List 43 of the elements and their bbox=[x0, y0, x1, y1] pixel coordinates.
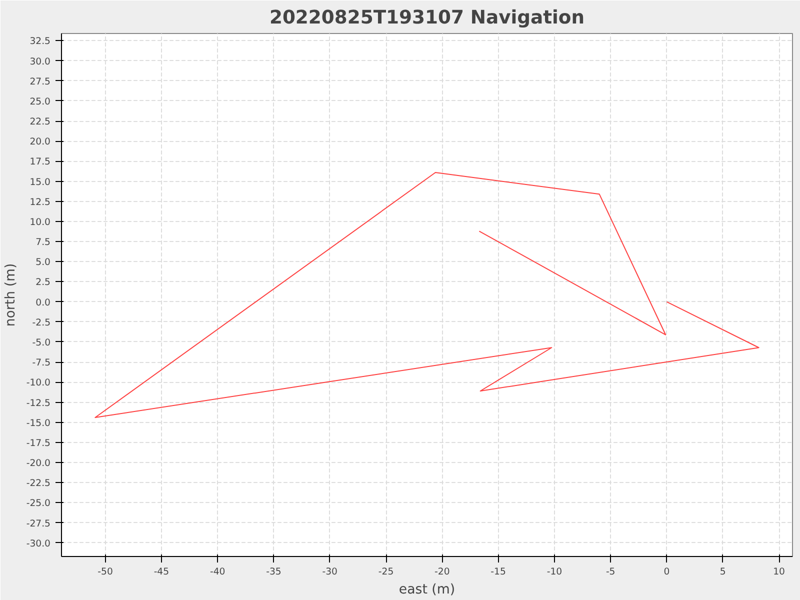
y-tick-label: -15.0 bbox=[26, 418, 51, 429]
x-tick-label: -30 bbox=[322, 566, 338, 578]
x-tick-label: -45 bbox=[154, 566, 170, 578]
x-tick-label: -35 bbox=[266, 566, 282, 578]
y-tick-label: 15.0 bbox=[30, 176, 51, 188]
y-tick-label: -2.5 bbox=[32, 317, 51, 328]
x-tick-label: -10 bbox=[546, 566, 562, 578]
x-tick-label: 0 bbox=[664, 566, 670, 578]
x-tick-label: -15 bbox=[490, 566, 506, 578]
x-tick-label: -20 bbox=[434, 566, 450, 578]
y-axis-title: north (m) bbox=[3, 263, 18, 327]
y-tick-label: -27.5 bbox=[26, 518, 51, 530]
y-tick-label: 32.5 bbox=[30, 36, 51, 48]
y-tick-label: 2.5 bbox=[36, 277, 51, 288]
y-tick-label: 7.5 bbox=[36, 237, 51, 248]
x-tick-label: -5 bbox=[606, 566, 616, 578]
y-tick-label: -30.0 bbox=[26, 538, 51, 550]
y-tick-label: 12.5 bbox=[30, 196, 51, 208]
y-tick-label: 27.5 bbox=[30, 76, 51, 88]
y-tick-label: 5.0 bbox=[36, 257, 51, 268]
x-tick-label: -25 bbox=[378, 566, 394, 578]
y-tick-label: 0.0 bbox=[36, 297, 51, 308]
y-tick-label: 10.0 bbox=[30, 216, 51, 228]
x-tick-label: -40 bbox=[210, 566, 226, 578]
y-tick-label: -7.5 bbox=[32, 358, 51, 369]
x-tick-label: 5 bbox=[720, 566, 726, 578]
x-axis-title: east (m) bbox=[398, 582, 456, 598]
y-tick-label: -12.5 bbox=[26, 398, 51, 409]
y-tick-label: -17.5 bbox=[26, 438, 51, 449]
y-tick-label: -5.0 bbox=[32, 338, 51, 348]
line-series bbox=[94, 172, 760, 418]
y-tick-label: 20.0 bbox=[30, 136, 51, 148]
x-tick-label: 10 bbox=[773, 566, 786, 578]
y-tick-label: 30.0 bbox=[30, 56, 51, 68]
y-tick-label: -22.5 bbox=[26, 478, 51, 490]
x-tick-label: -50 bbox=[98, 566, 113, 578]
y-tick-label: 17.5 bbox=[30, 156, 51, 168]
chart-title: 20220825T193107 Navigation bbox=[269, 8, 585, 28]
y-tick-label: -25.0 bbox=[26, 498, 51, 510]
y-tick-label: -10.0 bbox=[26, 378, 51, 389]
y-tick-label: -20.0 bbox=[26, 458, 51, 470]
y-tick-label: 25.0 bbox=[30, 96, 51, 108]
y-tick-label: 22.5 bbox=[30, 116, 51, 128]
